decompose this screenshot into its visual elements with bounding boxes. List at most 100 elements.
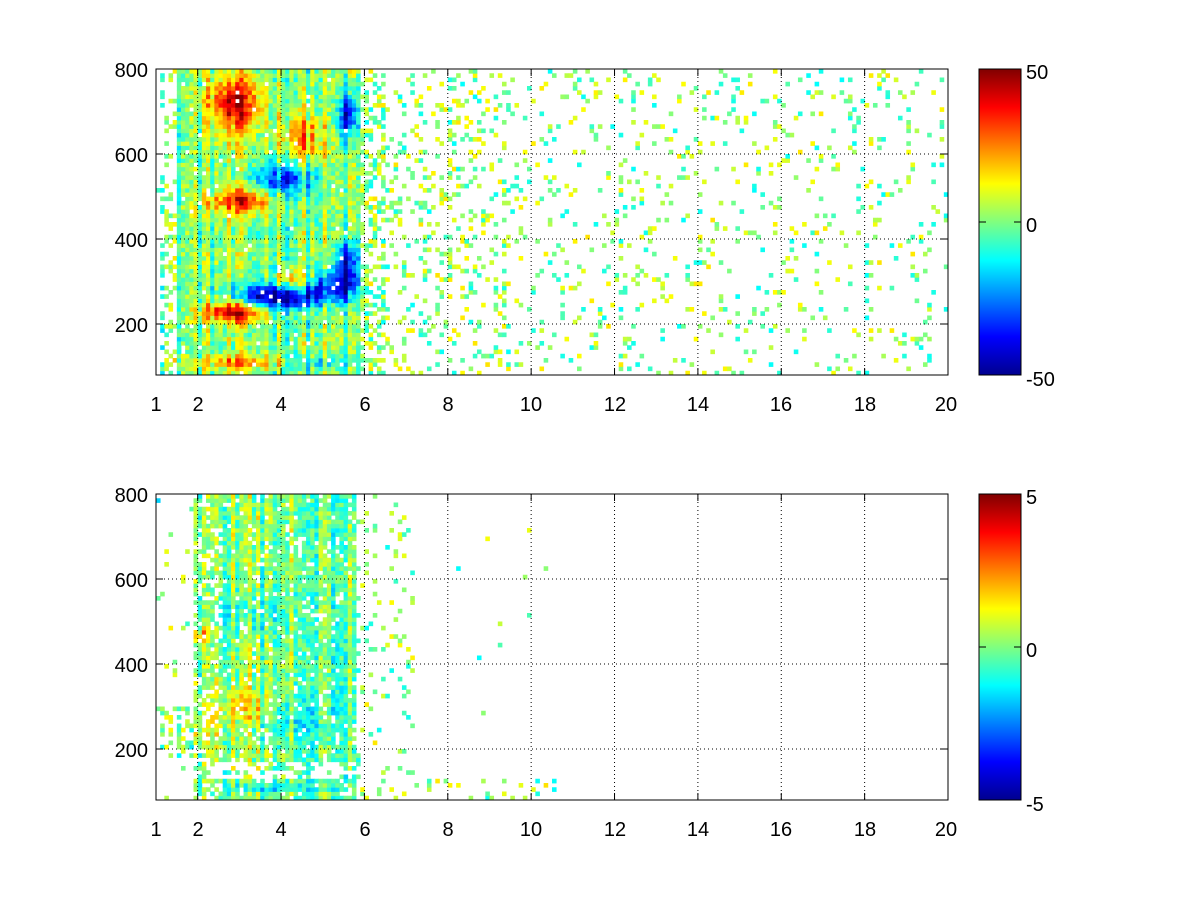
heatmap-cell — [664, 273, 670, 278]
heatmap-cell — [385, 205, 390, 210]
heatmap-cell — [260, 111, 265, 117]
heatmap-cell — [814, 230, 820, 236]
heatmap-cell — [301, 353, 307, 359]
heatmap-cell — [335, 264, 340, 270]
heatmap-cell — [210, 681, 215, 686]
heatmap-cell — [260, 217, 265, 223]
heatmap-cell — [331, 196, 336, 202]
heatmap-cell — [539, 366, 545, 372]
heatmap-cell — [189, 723, 194, 729]
heatmap-cell — [214, 141, 219, 146]
heatmap-cell — [351, 124, 357, 129]
heatmap-cell — [251, 234, 257, 240]
heatmap-cell — [206, 166, 211, 172]
heatmap-cell — [314, 268, 319, 274]
heatmap-cell — [285, 285, 290, 291]
heatmap-cell — [864, 243, 870, 248]
heatmap-cell — [293, 226, 299, 231]
heatmap-cell — [351, 196, 357, 202]
heatmap-cell — [176, 727, 182, 733]
heatmap-cell — [214, 128, 219, 134]
heatmap-cell — [331, 166, 336, 172]
heatmap-cell — [572, 319, 578, 325]
heatmap-cell — [301, 285, 307, 291]
heatmap-cell — [622, 158, 628, 163]
heatmap-cell — [339, 349, 344, 355]
heatmap-cell — [418, 311, 424, 316]
heatmap-cell — [264, 158, 269, 163]
heatmap-cell — [197, 154, 203, 159]
heatmap-cell — [214, 294, 219, 299]
heatmap-cell — [847, 94, 853, 100]
heatmap-cell — [777, 124, 782, 129]
heatmap-cell — [214, 566, 219, 571]
heatmap-cell — [360, 188, 365, 193]
heatmap-cell — [306, 247, 311, 253]
heatmap-cell — [493, 345, 499, 350]
heatmap-cell — [214, 315, 219, 321]
heatmap-cell — [193, 277, 199, 282]
heatmap-cell — [710, 251, 715, 257]
heatmap-cell — [231, 353, 236, 359]
heatmap-cell — [176, 73, 182, 78]
heatmap-cell — [206, 264, 211, 270]
heatmap-cell — [268, 226, 274, 231]
heatmap-cell — [231, 234, 236, 240]
heatmap-cell — [185, 362, 190, 367]
heatmap-cell — [214, 681, 219, 686]
heatmap-cell — [264, 217, 269, 223]
heatmap-cell — [268, 196, 274, 202]
heatmap-cell — [218, 154, 224, 159]
heatmap-cell — [372, 166, 378, 172]
heatmap-cell — [201, 625, 207, 631]
heatmap-cell — [647, 230, 653, 236]
heatmap-cell — [164, 549, 169, 554]
heatmap-cell — [206, 353, 211, 359]
heatmap-cell — [360, 162, 365, 168]
heatmap-cell — [247, 175, 253, 180]
heatmap-cell — [206, 107, 211, 112]
heatmap-cell — [247, 200, 253, 206]
heatmap-cell — [339, 132, 344, 138]
heatmap-cell — [589, 298, 595, 304]
heatmap-cell — [727, 319, 732, 325]
heatmap-cell — [276, 154, 282, 159]
heatmap-cell — [206, 158, 211, 163]
heatmap-cell — [339, 307, 344, 312]
heatmap-cell — [201, 545, 207, 550]
heatmap-cell — [218, 205, 224, 210]
heatmap-cell — [364, 243, 369, 248]
heatmap-cell — [214, 710, 219, 716]
heatmap-cell — [439, 290, 445, 295]
heatmap-cell — [281, 98, 286, 104]
heatmap-cell — [226, 298, 232, 304]
heatmap-cell — [310, 111, 315, 117]
heatmap-cell — [218, 217, 224, 223]
heatmap-cell — [243, 162, 249, 168]
heatmap-cell — [439, 107, 445, 112]
heatmap-cell — [243, 336, 249, 342]
heatmap-cell — [231, 239, 236, 244]
heatmap-cell — [206, 336, 211, 342]
heatmap-cell — [351, 77, 357, 83]
heatmap-cell — [201, 532, 207, 537]
heatmap-cell — [322, 353, 328, 359]
heatmap-cell — [206, 532, 211, 537]
heatmap-cell — [326, 115, 332, 121]
heatmap-cell — [822, 226, 828, 231]
heatmap-cell — [310, 307, 315, 312]
heatmap-cell — [214, 260, 219, 265]
heatmap-cell — [552, 73, 557, 78]
heatmap-cell — [260, 73, 265, 78]
heatmap-cell — [627, 179, 632, 185]
heatmap-cell — [197, 494, 203, 499]
heatmap-cell — [235, 124, 240, 129]
heatmap-cell — [243, 107, 249, 112]
heatmap-cell — [314, 196, 319, 202]
heatmap-cell — [193, 175, 199, 180]
heatmap-cell — [210, 715, 215, 720]
heatmap-cell — [193, 672, 199, 678]
heatmap-cell — [247, 183, 253, 189]
heatmap-cell — [160, 103, 165, 108]
heatmap-cell — [497, 179, 503, 185]
